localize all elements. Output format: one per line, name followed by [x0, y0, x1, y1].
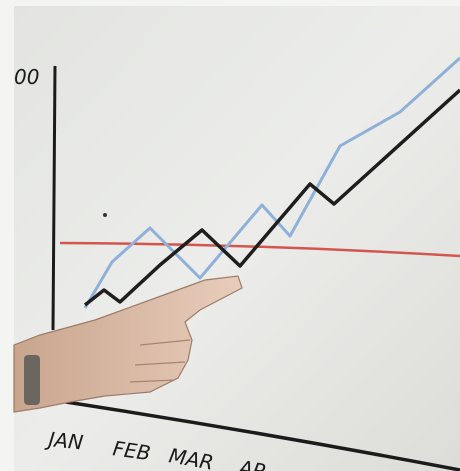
watch	[24, 355, 40, 405]
blue-line	[83, 56, 460, 309]
month-label: AP	[235, 455, 267, 471]
black-line	[83, 88, 460, 307]
month-label: FEB	[111, 436, 152, 465]
hand	[13, 275, 243, 413]
y-axis	[51, 65, 57, 331]
x-axis	[39, 396, 460, 471]
month-label: JAN	[43, 427, 84, 455]
red-line	[59, 241, 460, 258]
dot	[103, 213, 107, 217]
board-surface	[14, 6, 460, 471]
finger-lines	[129, 339, 191, 383]
y-axis-label: 00	[14, 65, 39, 89]
